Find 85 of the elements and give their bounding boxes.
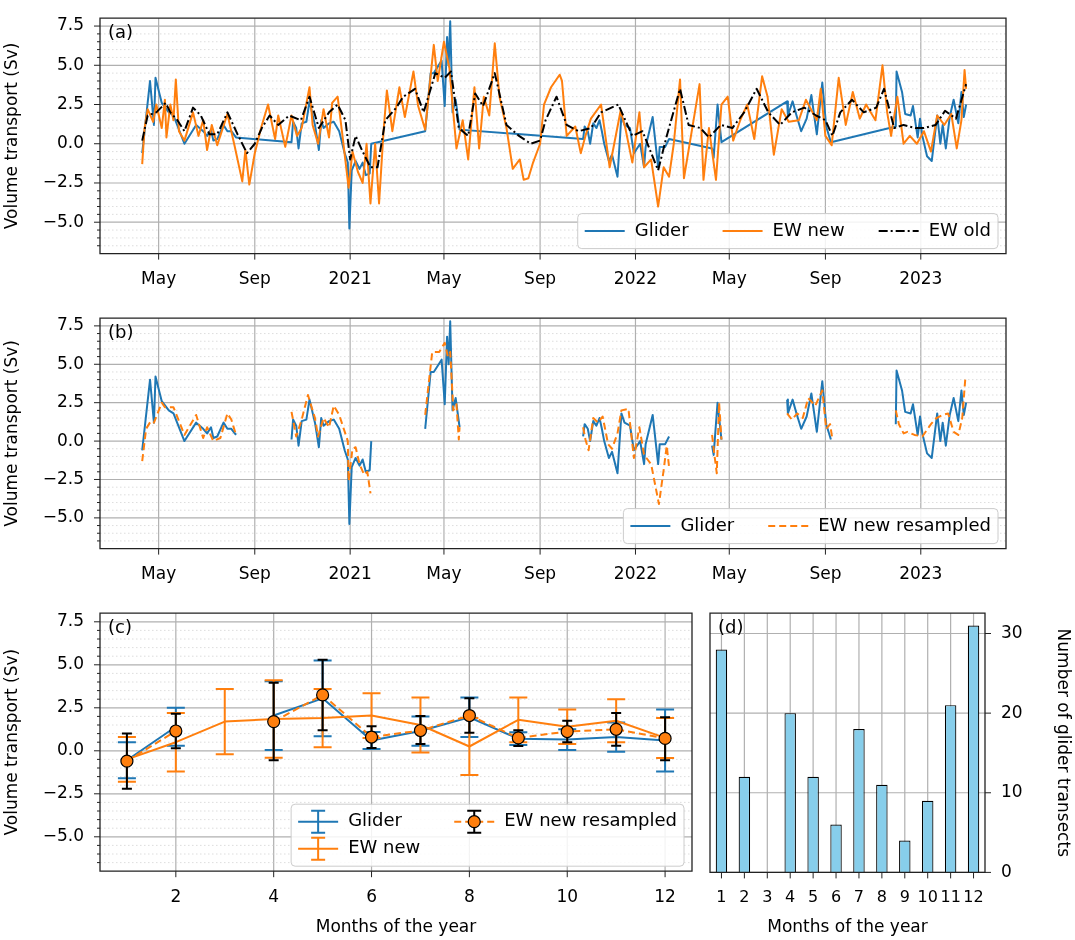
x-tick-label: 1 — [716, 887, 727, 907]
annotation: (b) — [108, 320, 134, 342]
legend-label: EW new resampled — [818, 513, 992, 535]
x-tick-label: Sep — [809, 563, 842, 584]
annotation: (d) — [718, 615, 744, 637]
x-tick-label: 6 — [366, 885, 377, 906]
y2-tick-label: 0 — [1001, 860, 1012, 881]
y-tick-label: 0.0 — [56, 739, 84, 760]
x-tick-label: 8 — [463, 885, 475, 906]
point — [316, 688, 330, 702]
legend-label: Glider — [348, 809, 403, 831]
y-tick-label: −5.0 — [42, 210, 84, 231]
x-tick-label: 12 — [654, 885, 676, 906]
point — [169, 724, 183, 738]
x-tick-label: 2021 — [328, 268, 372, 289]
y-tick-label: −2.5 — [42, 171, 84, 192]
annotation: (c) — [108, 615, 132, 637]
y-tick-label: 7.5 — [56, 610, 84, 631]
y-tick-label: 7.5 — [56, 14, 84, 35]
x-tick-label: May — [141, 563, 177, 584]
y2-tick-label: 30 — [1001, 621, 1023, 642]
y-axis-title: Volume transport (Sv) — [0, 340, 21, 527]
x-tick-label: 2 — [739, 887, 750, 907]
y-tick-label: 2.5 — [56, 391, 84, 412]
x-tick-label: May — [426, 268, 462, 289]
x-tick-label: Sep — [809, 268, 842, 289]
y2-axis-title: Number of glider transects — [1054, 628, 1075, 858]
x-tick-label: 6 — [830, 887, 842, 907]
x-tick-label: 9 — [899, 887, 910, 907]
y-tick-label: −2.5 — [42, 782, 84, 803]
x-tick-label: 2021 — [328, 563, 372, 584]
y2-tick-label: 10 — [1001, 781, 1023, 802]
x-tick-label: Sep — [238, 268, 271, 289]
y-axis-title: Volume transport (Sv) — [0, 648, 21, 836]
x-tick-label: Sep — [238, 563, 271, 584]
x-tick-label: 11 — [940, 887, 961, 907]
legend-label: Glider — [634, 218, 690, 240]
line-series — [141, 70, 968, 172]
point — [560, 724, 574, 739]
x-tick-label: 2023 — [899, 268, 943, 289]
legend-label: EW new — [772, 218, 845, 240]
x-tick-label: Sep — [524, 563, 557, 584]
point — [462, 708, 476, 723]
x-tick-label: 2022 — [613, 268, 658, 289]
y-tick-label: 2.5 — [56, 696, 84, 717]
legend-label: EW new resampled — [504, 809, 678, 831]
point — [120, 754, 134, 768]
x-axis-title: Months of the year — [767, 916, 928, 937]
x-tick-label: May — [141, 268, 177, 289]
x-tick-label: 12 — [963, 887, 984, 907]
x-tick-label: May — [711, 563, 747, 584]
point — [267, 714, 281, 729]
x-tick-label: May — [426, 563, 462, 584]
y2-tick-label: 20 — [1001, 701, 1023, 722]
y-tick-label: 5.0 — [56, 653, 84, 674]
annotation: (a) — [108, 20, 134, 42]
x-tick-label: 3 — [762, 887, 773, 907]
y-tick-label: −2.5 — [42, 467, 84, 488]
y-tick-label: −5.0 — [42, 506, 84, 527]
x-tick-label: 10 — [917, 887, 938, 907]
legend-label: EW old — [928, 218, 992, 240]
x-tick-label: May — [711, 268, 747, 289]
legend-label: EW new — [348, 836, 421, 858]
y-tick-label: 0.0 — [56, 429, 84, 450]
x-tick-label: Sep — [524, 268, 557, 289]
x-tick-label: 4 — [268, 885, 280, 906]
x-tick-label: 2 — [170, 885, 182, 906]
y-tick-label: 5.0 — [56, 53, 84, 74]
x-tick-label: 8 — [876, 887, 887, 907]
y-tick-label: 2.5 — [56, 92, 84, 113]
x-tick-label: 10 — [556, 885, 579, 906]
x-tick-label: 2022 — [613, 563, 658, 584]
point — [364, 730, 379, 744]
point — [609, 722, 623, 736]
x-tick-label: 2023 — [899, 563, 943, 584]
y-tick-label: 5.0 — [56, 352, 84, 373]
y-tick-label: 7.5 — [56, 314, 84, 335]
x-axis-title: Months of the year — [315, 916, 477, 937]
y-tick-label: 0.0 — [56, 132, 84, 153]
legend-label: Glider — [680, 513, 735, 535]
x-tick-label: 4 — [785, 887, 796, 907]
x-tick-label: 7 — [853, 887, 865, 907]
x-tick-label: 5 — [808, 887, 819, 907]
y-tick-label: −5.0 — [42, 825, 84, 846]
y-axis-title: Volume transport (Sv) — [0, 42, 21, 230]
